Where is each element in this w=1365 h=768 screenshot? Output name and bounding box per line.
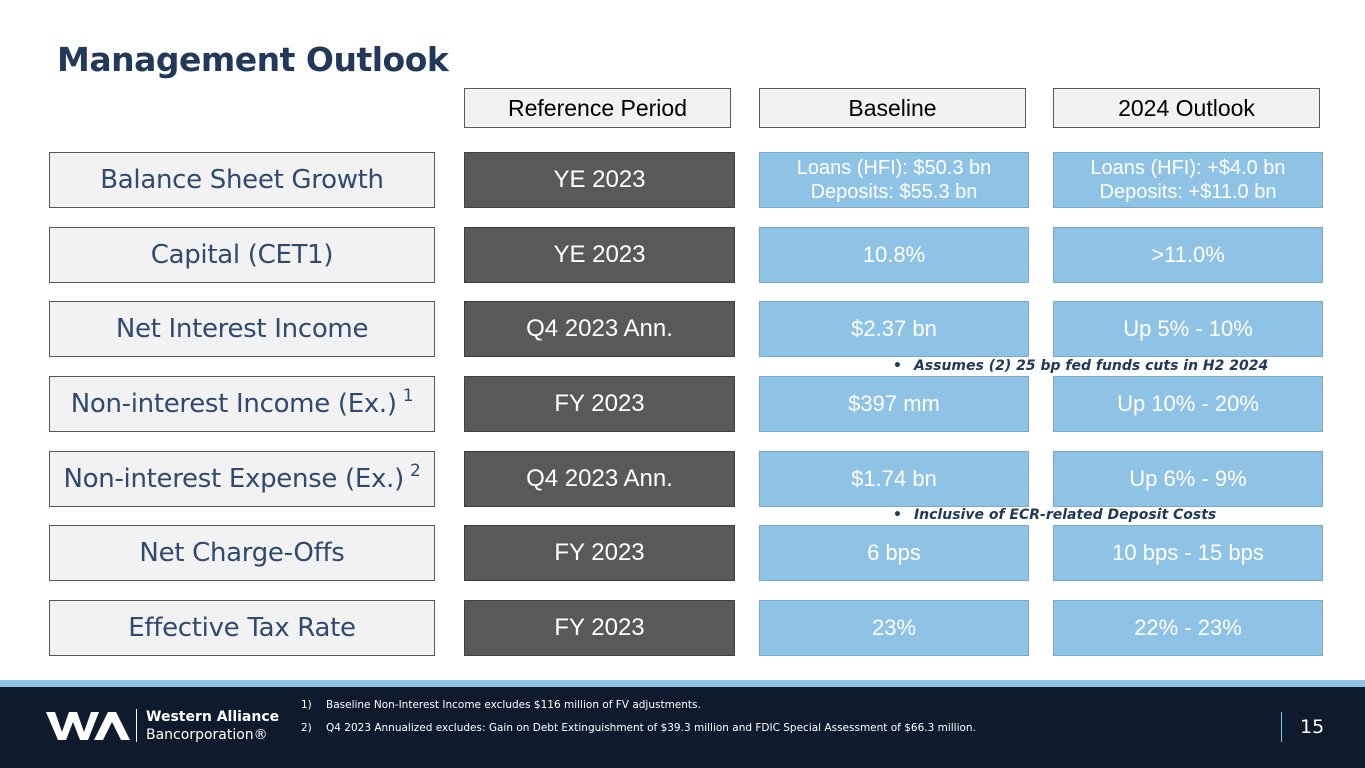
- footnote-number: 1): [301, 699, 312, 711]
- footnote-ref: 1: [402, 386, 414, 406]
- row-outlook: Up 10% - 20%: [1053, 376, 1323, 432]
- row-reference: FY 2023: [464, 600, 735, 656]
- row-outlook: >11.0%: [1053, 227, 1323, 283]
- row-label-text: Non-interest Expense (Ex.): [63, 464, 405, 494]
- row-outlook: 10 bps - 15 bps: [1053, 525, 1323, 581]
- row-label-text: Net Charge-Offs: [139, 538, 345, 568]
- logo-wa-icon: [46, 712, 130, 740]
- row-label-balance-sheet-growth: Balance Sheet Growth: [49, 152, 435, 208]
- page-number-divider: [1281, 712, 1282, 742]
- row-baseline: 6 bps: [759, 525, 1029, 581]
- row-reference: YE 2023: [464, 227, 735, 283]
- row-label-text: Balance Sheet Growth: [100, 165, 384, 195]
- bullet: •: [893, 358, 902, 374]
- footer-accent-stripe: [0, 680, 1365, 687]
- row-label-non-interest-income: Non-interest Income (Ex.) 1: [49, 376, 435, 432]
- footnote-number: 2): [301, 722, 312, 734]
- row-reference: Q4 2023 Ann.: [464, 451, 735, 507]
- note-expense: • Inclusive of ECR-related Deposit Costs: [893, 507, 1216, 523]
- row-outlook: Up 5% - 10%: [1053, 301, 1323, 357]
- note-text: Assumes (2) 25 bp fed funds cuts in H2 2…: [913, 358, 1269, 374]
- row-reference: Q4 2023 Ann.: [464, 301, 735, 357]
- row-baseline: 10.8%: [759, 227, 1029, 283]
- row-baseline: Loans (HFI): $50.3 bn Deposits: $55.3 bn: [759, 152, 1029, 208]
- row-outlook: 22% - 23%: [1053, 600, 1323, 656]
- footer-bar: [0, 687, 1365, 768]
- row-baseline: $1.74 bn: [759, 451, 1029, 507]
- baseline-loans: Loans (HFI): $50.3 bn: [796, 157, 992, 179]
- header-2024-outlook: 2024 Outlook: [1053, 88, 1320, 128]
- row-label-text: Non-interest Income (Ex.): [70, 389, 397, 419]
- logo-divider: [136, 709, 137, 742]
- logo-text-western-alliance: Western Alliance: [146, 709, 280, 725]
- footnote-ref: 2: [409, 461, 421, 481]
- row-label-effective-tax-rate: Effective Tax Rate: [49, 600, 435, 656]
- row-baseline: $2.37 bn: [759, 301, 1029, 357]
- page-title: Management Outlook: [57, 40, 449, 79]
- footnote-1: 1) Baseline Non-Interest Income excludes …: [301, 699, 701, 711]
- header-reference-period: Reference Period: [464, 88, 731, 128]
- page-number: 15: [1300, 716, 1325, 738]
- row-label-net-charge-offs: Net Charge-Offs: [49, 525, 435, 581]
- row-label-non-interest-expense: Non-interest Expense (Ex.) 2: [49, 451, 435, 507]
- bullet: •: [893, 507, 902, 523]
- outlook-loans: Loans (HFI): +$4.0 bn: [1090, 157, 1286, 179]
- row-reference: FY 2023: [464, 376, 735, 432]
- header-baseline: Baseline: [759, 88, 1026, 128]
- row-label-text: Effective Tax Rate: [128, 613, 356, 643]
- row-reference: YE 2023: [464, 152, 735, 208]
- row-label-text: Capital (CET1): [150, 240, 334, 270]
- row-label-net-interest-income: Net Interest Income: [49, 301, 435, 357]
- footnote-text: Baseline Non-Interest Income excludes $1…: [326, 699, 701, 711]
- row-reference: FY 2023: [464, 525, 735, 581]
- footnote-text: Q4 2023 Annualized excludes: Gain on Deb…: [326, 722, 976, 734]
- logo-text-bancorporation: Bancorporation®: [146, 727, 268, 743]
- footnote-2: 2) Q4 2023 Annualized excludes: Gain on D…: [301, 722, 976, 734]
- row-label-text: Net Interest Income: [115, 314, 369, 344]
- row-outlook: Up 6% - 9%: [1053, 451, 1323, 507]
- row-outlook: Loans (HFI): +$4.0 bn Deposits: +$11.0 b…: [1053, 152, 1323, 208]
- row-baseline: 23%: [759, 600, 1029, 656]
- outlook-deposits: Deposits: +$11.0 bn: [1099, 181, 1277, 203]
- note-text: Inclusive of ECR-related Deposit Costs: [913, 507, 1217, 523]
- row-baseline: $397 mm: [759, 376, 1029, 432]
- note-nii-assumption: • Assumes (2) 25 bp fed funds cuts in H2 …: [893, 358, 1268, 374]
- baseline-deposits: Deposits: $55.3 bn: [810, 181, 978, 203]
- row-label-capital-cet1: Capital (CET1): [49, 227, 435, 283]
